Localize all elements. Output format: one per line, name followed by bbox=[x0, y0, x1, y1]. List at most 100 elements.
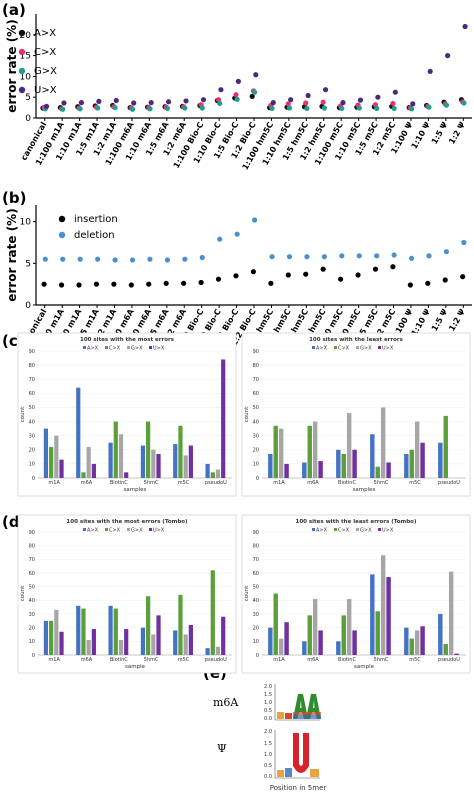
x-tick-label: m5C bbox=[409, 480, 421, 486]
bar-G>X bbox=[278, 638, 284, 655]
bar-A>X bbox=[404, 454, 409, 478]
data-point-G>X bbox=[321, 105, 327, 111]
bar-A>X bbox=[43, 620, 49, 655]
legend-label: A>X bbox=[316, 345, 328, 351]
y-tick-label: 80 bbox=[253, 543, 259, 549]
y-tick-label: 60 bbox=[253, 571, 259, 577]
legend-swatch bbox=[105, 346, 108, 349]
bar-U>X bbox=[156, 454, 161, 478]
y-tick-label: 0 bbox=[32, 653, 35, 659]
bar-U>X bbox=[124, 629, 129, 655]
data-point-deletion bbox=[95, 256, 101, 262]
bar-U>X bbox=[318, 461, 323, 478]
data-point-U>X bbox=[235, 78, 241, 84]
data-point-deletion bbox=[443, 249, 450, 255]
bar-C>X bbox=[178, 594, 183, 655]
logo-psi-tick: 0.5 bbox=[264, 763, 272, 769]
legend-label: U>X bbox=[382, 345, 394, 351]
data-point-C>X bbox=[320, 99, 326, 105]
legend-swatch bbox=[149, 346, 152, 349]
y-tick-label: 0 bbox=[32, 476, 35, 482]
data-point-U>X bbox=[445, 53, 451, 59]
y-tick-label: 10 bbox=[253, 462, 259, 468]
legend-label: A>X bbox=[87, 527, 99, 533]
bar-G>X bbox=[215, 469, 221, 478]
bar-A>X bbox=[370, 434, 375, 478]
chart-d-least-errors-tombo: 100 sites with the least errors (Tombo) A… bbox=[241, 514, 471, 674]
x-tick-label: 1:2 Ψ bbox=[447, 307, 467, 332]
x-tick-label: 5hmC bbox=[374, 480, 389, 486]
data-point-C>X bbox=[390, 100, 396, 107]
legend-label: A>X bbox=[34, 28, 56, 39]
bar-G>X bbox=[118, 639, 124, 655]
y-axis-title: count bbox=[244, 406, 250, 422]
y-tick-label: 10 bbox=[29, 639, 35, 645]
data-point-G>X bbox=[286, 105, 293, 111]
legend-label: insertion bbox=[74, 214, 118, 225]
bar-G>X bbox=[151, 449, 156, 478]
x-axis-title: sample bbox=[125, 664, 146, 670]
data-point-insertion bbox=[146, 281, 152, 287]
data-point-U>X bbox=[392, 89, 398, 95]
x-tick-label: m5C bbox=[178, 480, 190, 486]
bar-G>X bbox=[346, 598, 352, 655]
y-tick-label: 60 bbox=[29, 571, 35, 577]
logo-m6a: 2.0 1.5 1.0 0.5 0.0 bbox=[264, 684, 321, 722]
y-tick-label: 20 bbox=[29, 625, 35, 631]
bar-A>X bbox=[302, 641, 307, 655]
bar-C>X bbox=[210, 570, 215, 655]
data-point-insertion bbox=[338, 276, 344, 282]
data-point-deletion bbox=[164, 257, 170, 263]
data-point-insertion bbox=[303, 271, 309, 277]
bar-G>X bbox=[380, 407, 386, 478]
logo-psi-pos2-stack bbox=[285, 768, 292, 777]
y-tick-label: 20 bbox=[29, 448, 35, 454]
data-point-deletion bbox=[147, 256, 153, 262]
bar-C>X bbox=[210, 472, 215, 478]
data-point-deletion bbox=[112, 257, 118, 263]
bar-C>X bbox=[146, 421, 151, 478]
x-tick-label: m5C bbox=[178, 657, 190, 663]
data-point-G>X bbox=[374, 105, 380, 112]
legend-label: A>X bbox=[316, 527, 328, 533]
data-point-G>X bbox=[408, 106, 415, 112]
panel-a-label: (a) bbox=[2, 1, 26, 19]
data-point-deletion bbox=[234, 231, 240, 237]
data-point-insertion bbox=[58, 282, 65, 288]
legend-swatch bbox=[127, 528, 130, 531]
data-point-insertion bbox=[372, 266, 379, 272]
legend-swatch bbox=[83, 528, 86, 531]
x-tick-label: m6A bbox=[81, 480, 93, 486]
data-point-G>X bbox=[129, 106, 136, 112]
bar-A>X bbox=[370, 574, 375, 655]
bar-A>X bbox=[205, 648, 210, 655]
data-point-U>X bbox=[462, 23, 468, 30]
chart-title: 100 sites with the least errors bbox=[309, 337, 404, 343]
data-point-insertion bbox=[320, 266, 326, 272]
bar-U>X bbox=[420, 626, 425, 655]
sequence-logos: m6A Ψ 2.0 1.5 1.0 0.5 0.0 2.0 1 bbox=[213, 684, 326, 792]
y-tick-label: 40 bbox=[253, 598, 259, 604]
legend-label: C>X bbox=[338, 345, 350, 351]
x-axis-title: samples bbox=[124, 487, 147, 493]
y-tick-label: 60 bbox=[253, 391, 259, 397]
legend-marker bbox=[18, 67, 26, 75]
bar-U>X bbox=[221, 616, 226, 655]
legend-marker bbox=[18, 86, 26, 94]
bar-G>X bbox=[414, 630, 420, 655]
legend-swatch bbox=[105, 528, 108, 531]
bar-C>X bbox=[113, 421, 118, 478]
y-tick-label: 5 bbox=[25, 259, 31, 269]
data-point-insertion bbox=[407, 282, 413, 288]
y-tick-label: 40 bbox=[253, 419, 259, 425]
data-point-U>X bbox=[43, 103, 50, 109]
bar-G>X bbox=[118, 434, 124, 478]
data-point-U>X bbox=[166, 99, 172, 105]
data-point-G>X bbox=[339, 105, 345, 112]
x-tick-label: m5C bbox=[409, 657, 421, 663]
legend-marker bbox=[58, 215, 66, 223]
data-point-G>X bbox=[217, 100, 223, 107]
y-tick-label: 30 bbox=[29, 612, 35, 618]
data-point-insertion bbox=[41, 281, 47, 287]
